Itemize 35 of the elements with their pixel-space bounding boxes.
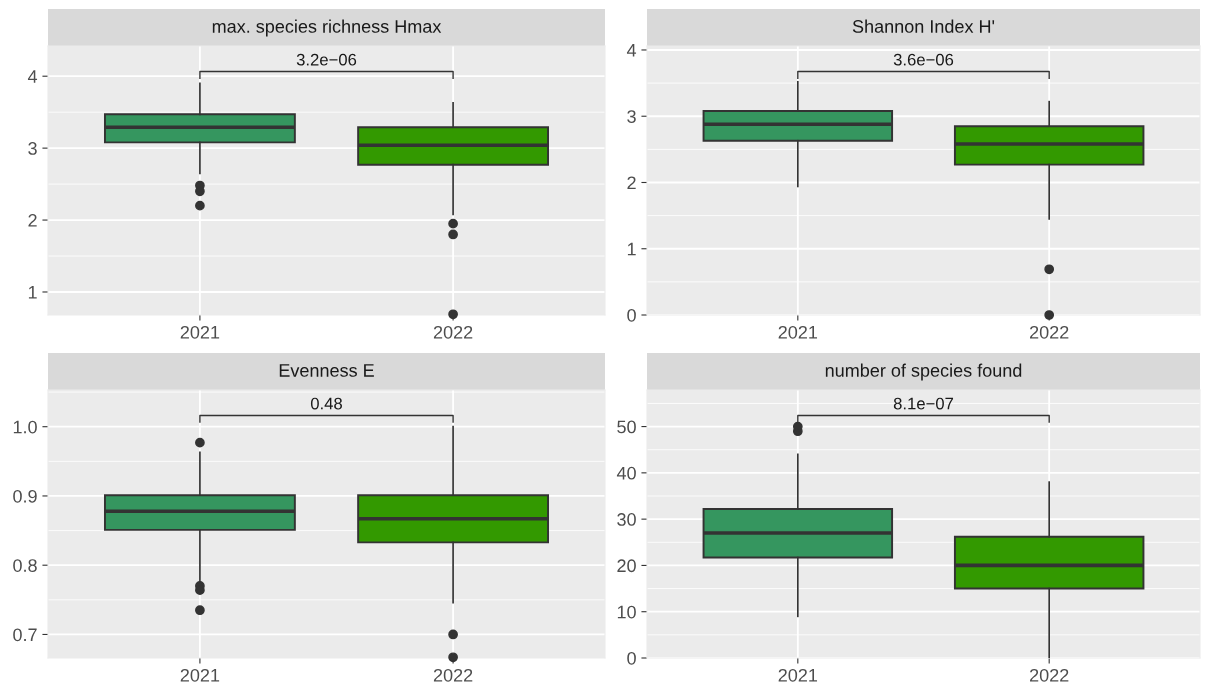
y-tick-label: 4 — [626, 44, 637, 57]
y-tick-label: 3 — [627, 110, 636, 123]
y-tick-label: 1.0 — [13, 420, 37, 434]
y-tick-label: 40 — [616, 466, 636, 480]
y-tick-label: 0.9 — [13, 489, 37, 503]
x-tick-label: 2022 — [433, 668, 473, 682]
annotation: 8.1e−07 — [893, 397, 954, 410]
x-tick-label: 2022 — [1030, 325, 1069, 339]
x-tick-label: 2021 — [180, 668, 220, 682]
x-tick-label: 2022 — [433, 325, 473, 339]
x-tick-label: 2022 — [1030, 668, 1069, 682]
chart-title: Evenness E — [279, 364, 374, 377]
y-tick-label: 2 — [627, 176, 636, 190]
y-tick-label: 1 — [627, 242, 636, 256]
chart-title: number of species found — [825, 363, 1022, 381]
y-tick-label: 3 — [28, 142, 37, 155]
annotation: 3.6e−06 — [893, 53, 954, 66]
annotation: 3.2e−06 — [296, 53, 357, 66]
y-tick-label: 50 — [617, 420, 636, 434]
chart-title: max. species richness Hmax — [212, 19, 442, 37]
y-tick-label: 1 — [28, 286, 37, 299]
x-tick-label: 2021 — [778, 668, 818, 682]
y-tick-label: 2 — [28, 213, 37, 227]
y-tick-label: 0.8 — [13, 559, 37, 572]
y-tick-label: 10 — [617, 605, 636, 619]
y-tick-label: 0.7 — [13, 628, 37, 642]
y-tick-label: 0 — [627, 308, 636, 322]
y-tick-label: 30 — [617, 513, 636, 526]
annotation: 0.48 — [310, 397, 342, 410]
y-tick-label: 20 — [617, 559, 636, 573]
chart-title: Shannon Index H' — [852, 19, 995, 33]
x-tick-label: 2021 — [180, 325, 220, 339]
y-tick-label: 0 — [627, 651, 636, 665]
y-tick-label: 4 — [27, 70, 38, 83]
x-tick-label: 2021 — [778, 325, 818, 339]
